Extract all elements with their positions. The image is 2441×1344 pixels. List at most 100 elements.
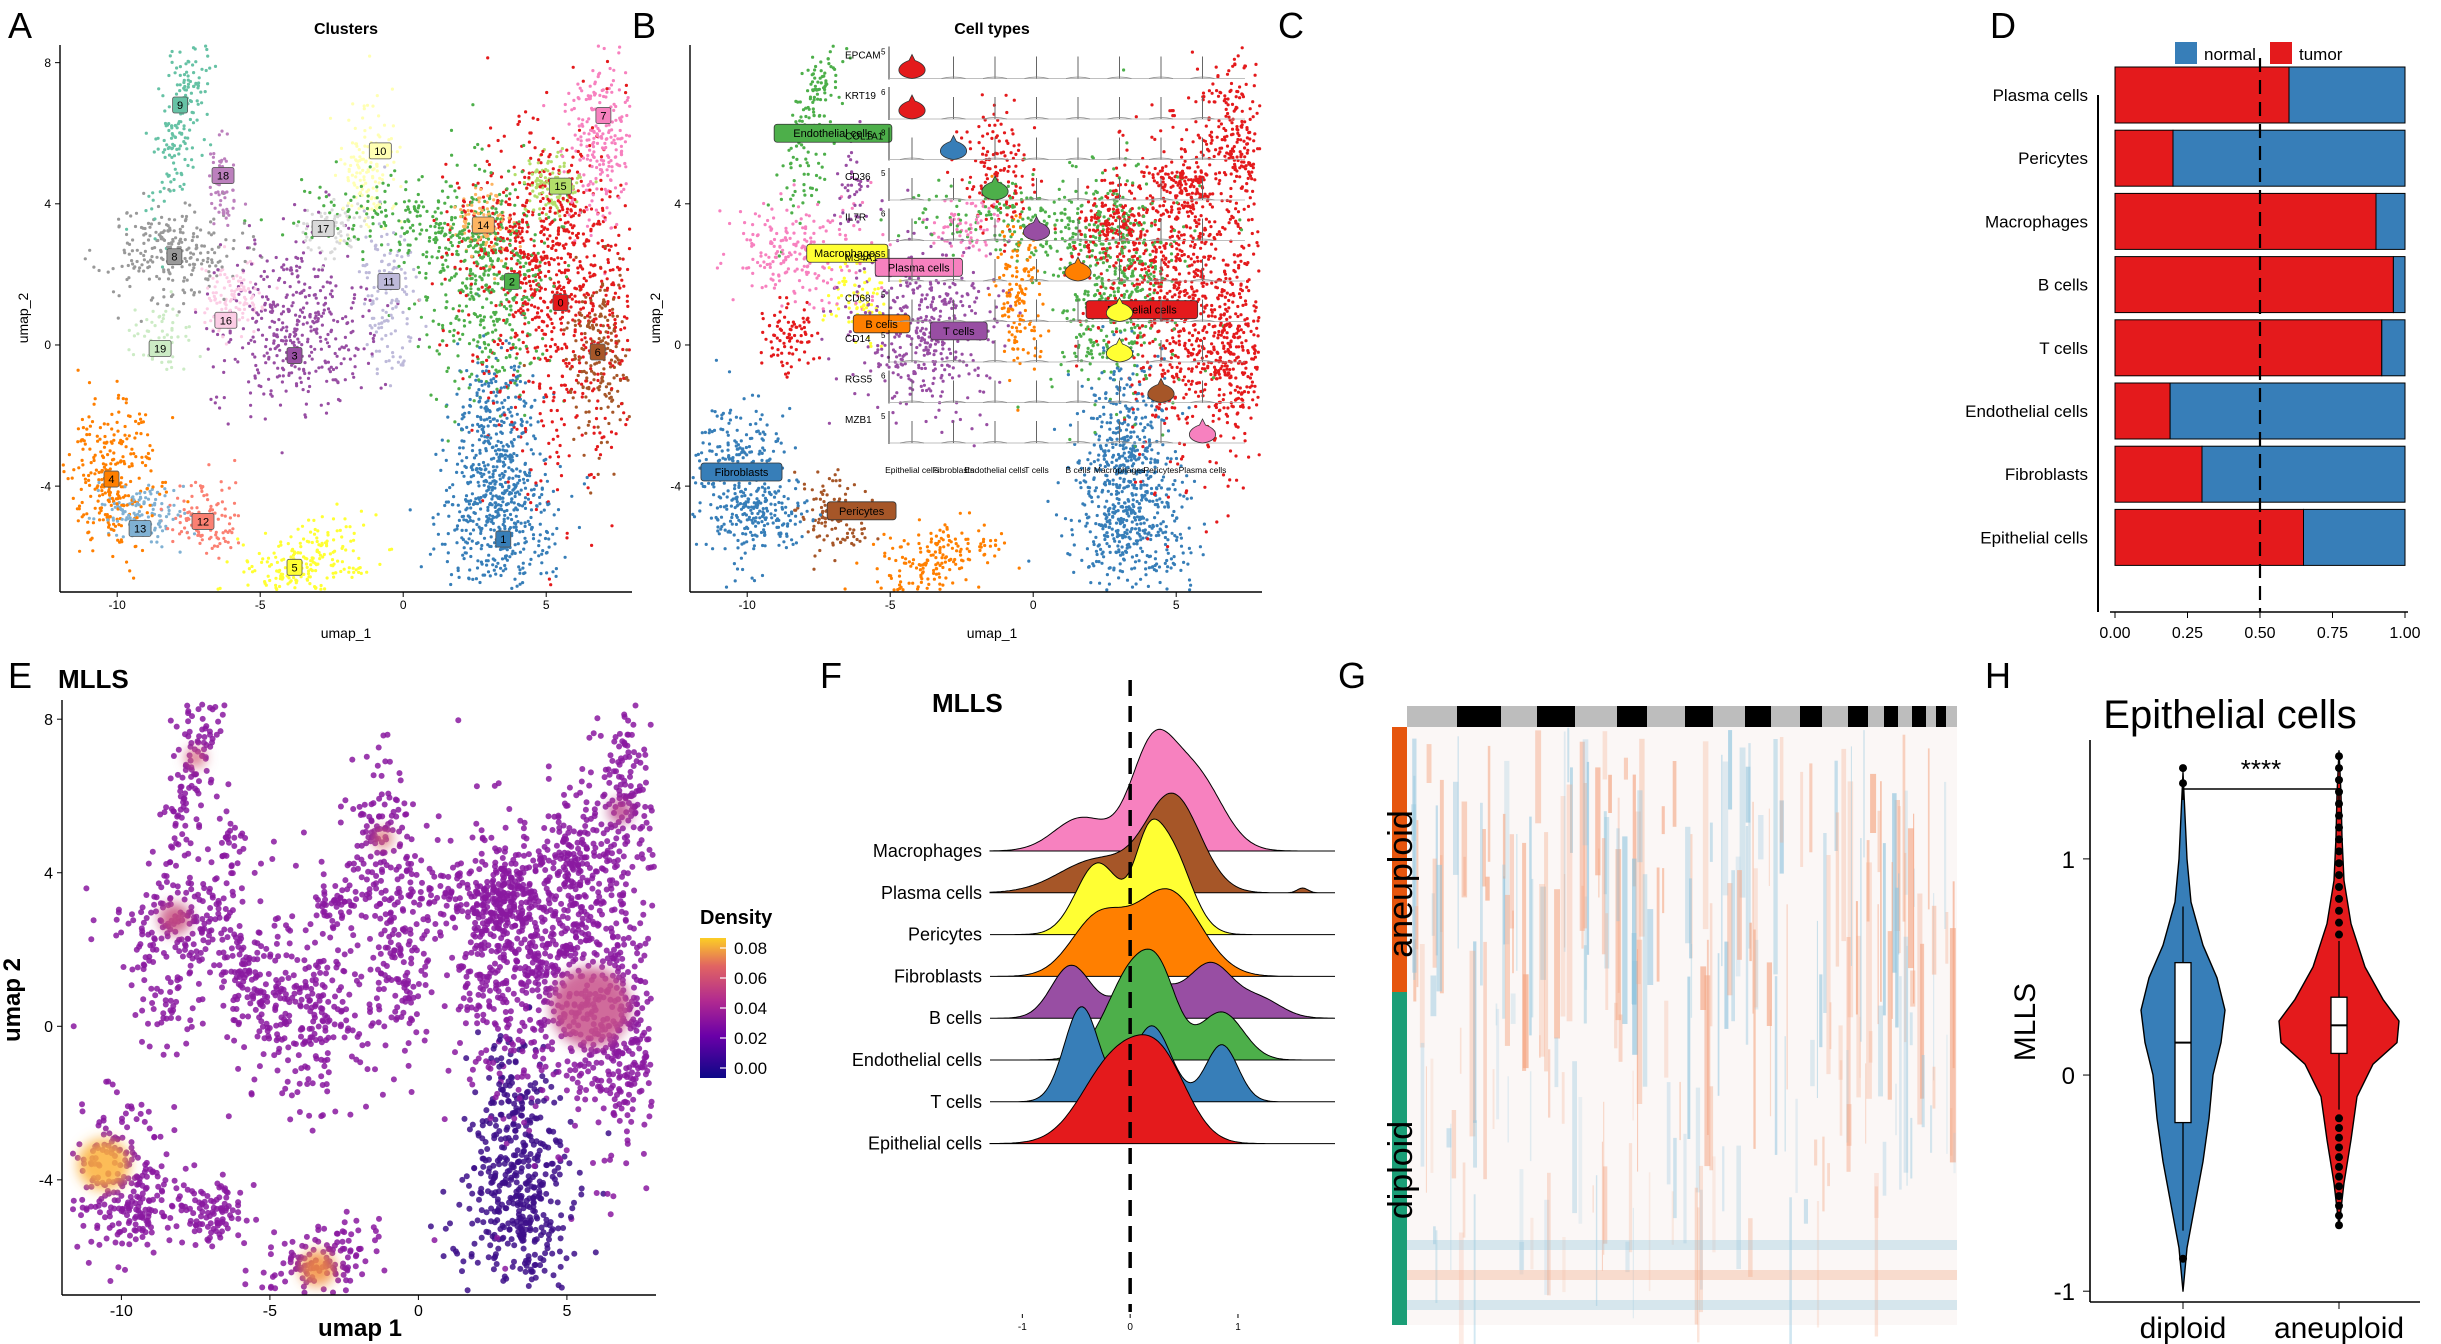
cell-point bbox=[285, 325, 289, 329]
cell-point bbox=[461, 413, 465, 417]
cell-point bbox=[309, 248, 313, 252]
cell-point bbox=[210, 247, 214, 251]
cell-point bbox=[522, 363, 526, 368]
cell-point bbox=[290, 272, 294, 276]
cell-point bbox=[209, 397, 213, 401]
cell-point bbox=[475, 391, 479, 395]
cell-point bbox=[172, 488, 176, 493]
cell-point bbox=[156, 238, 160, 243]
cell-point bbox=[493, 468, 497, 472]
cell-point bbox=[350, 141, 355, 145]
cell-point bbox=[542, 458, 546, 462]
cell-point bbox=[585, 324, 590, 328]
cell-point bbox=[319, 583, 323, 588]
cell-point bbox=[484, 478, 488, 483]
cell-point bbox=[335, 354, 339, 358]
cell-point bbox=[132, 334, 136, 338]
cell-point bbox=[188, 263, 192, 267]
cell-point bbox=[146, 497, 151, 501]
cell-point bbox=[546, 187, 550, 191]
cell-point bbox=[385, 232, 389, 236]
cell-point bbox=[551, 399, 555, 403]
cell-point bbox=[239, 335, 244, 339]
cell-point bbox=[180, 214, 184, 218]
cell-point bbox=[189, 288, 193, 292]
cell-point bbox=[265, 259, 269, 263]
cell-point bbox=[183, 511, 187, 515]
cell-point bbox=[522, 180, 527, 185]
cell-point bbox=[123, 433, 127, 437]
cell-point bbox=[566, 220, 570, 224]
cell-point bbox=[425, 333, 429, 337]
cell-point bbox=[120, 517, 124, 521]
cell-point bbox=[481, 460, 486, 465]
cell-point bbox=[610, 282, 614, 287]
cell-point bbox=[352, 235, 356, 239]
cell-point bbox=[215, 280, 219, 284]
cell-point bbox=[398, 355, 402, 359]
cell-point bbox=[561, 208, 565, 212]
cell-point bbox=[308, 314, 312, 318]
cell-point bbox=[157, 522, 161, 527]
cell-point bbox=[424, 276, 428, 280]
cell-point bbox=[531, 292, 535, 296]
cell-point bbox=[334, 284, 338, 288]
cell-point bbox=[530, 404, 534, 408]
cell-point bbox=[295, 269, 299, 273]
cell-point bbox=[548, 276, 552, 280]
cell-point bbox=[269, 389, 273, 393]
cell-point bbox=[157, 315, 161, 319]
cell-point bbox=[506, 444, 511, 448]
cell-point bbox=[228, 299, 232, 303]
cell-point bbox=[580, 433, 584, 437]
cell-point bbox=[578, 86, 582, 90]
cell-point bbox=[151, 485, 155, 489]
cell-point bbox=[513, 247, 518, 251]
cell-point bbox=[469, 506, 473, 510]
cell-point bbox=[348, 238, 352, 243]
cell-point bbox=[485, 435, 489, 439]
cell-point bbox=[590, 339, 595, 343]
cell-point bbox=[595, 133, 600, 138]
cell-point bbox=[374, 349, 378, 353]
cell-point bbox=[227, 340, 231, 344]
cell-point bbox=[555, 488, 560, 492]
cell-point bbox=[514, 506, 518, 510]
cell-point bbox=[111, 290, 116, 294]
cell-point bbox=[492, 417, 496, 421]
cell-point bbox=[568, 252, 573, 257]
cell-point bbox=[388, 251, 392, 255]
cell-point bbox=[212, 152, 216, 156]
cell-point bbox=[89, 461, 93, 465]
cell-point bbox=[539, 278, 543, 282]
cell-point bbox=[474, 453, 478, 457]
cell-point bbox=[150, 320, 154, 324]
cell-point bbox=[178, 514, 183, 518]
cell-point bbox=[156, 302, 160, 306]
cell-point bbox=[540, 319, 544, 323]
cell-point bbox=[572, 334, 576, 338]
cell-point bbox=[162, 186, 166, 190]
cell-point bbox=[96, 488, 100, 493]
cell-point bbox=[214, 530, 218, 534]
cell-point bbox=[305, 222, 309, 226]
cell-point bbox=[463, 217, 467, 221]
cell-point bbox=[127, 328, 131, 332]
cell-point bbox=[527, 298, 531, 302]
cell-point bbox=[193, 308, 197, 312]
cell-point bbox=[498, 338, 502, 343]
cell-point bbox=[285, 257, 289, 261]
cell-point bbox=[181, 224, 185, 229]
cell-point bbox=[352, 216, 356, 220]
cell-point bbox=[579, 287, 583, 291]
cell-point bbox=[498, 390, 502, 394]
cell-point bbox=[186, 500, 190, 504]
cell-point bbox=[167, 122, 171, 126]
cell-point bbox=[508, 410, 512, 414]
cell-point bbox=[489, 457, 494, 461]
cell-point bbox=[158, 492, 162, 496]
cell-point bbox=[562, 285, 566, 289]
cell-point bbox=[475, 374, 479, 378]
cell-point bbox=[170, 132, 174, 136]
cell-point bbox=[189, 484, 193, 488]
